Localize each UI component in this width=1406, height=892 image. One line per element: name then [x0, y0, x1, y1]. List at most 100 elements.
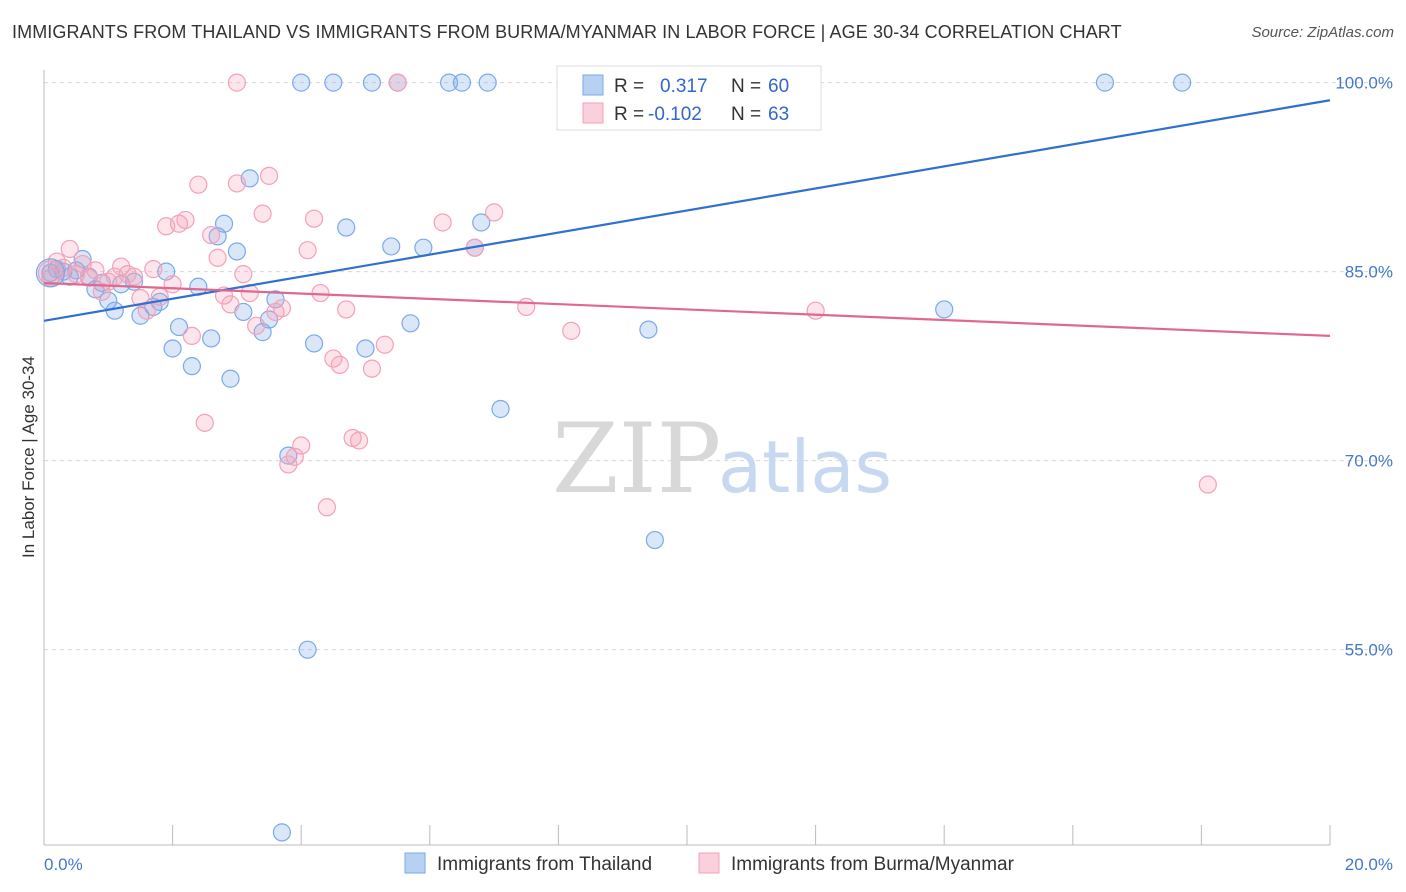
data-point-burma — [189, 175, 208, 194]
data-point-thailand — [452, 73, 472, 92]
data-point-burma — [202, 225, 221, 245]
data-point-burma — [259, 166, 279, 185]
data-point-burma — [485, 203, 504, 222]
data-point-burma — [176, 210, 195, 230]
data-point-burma — [433, 213, 452, 232]
legend-n-label-1: N = — [731, 76, 761, 97]
legend-swatch-thailand — [582, 74, 604, 96]
x-tick-labels: 0.0% 20.0% — [44, 855, 1393, 874]
bottom-legend-swatch-thailand — [404, 852, 426, 874]
grid-lines — [44, 82, 1392, 651]
data-point-burma — [388, 73, 407, 92]
stats-legend: R = 0.317 N = 60 R = -0.102 N = 63 — [556, 65, 822, 131]
data-point-burma — [227, 73, 246, 92]
data-point-thailand — [356, 339, 375, 358]
legend-r-value-2: -0.102 — [648, 104, 702, 125]
chart-title: IMMIGRANTS FROM THAILAND VS IMMIGRANTS F… — [12, 22, 1122, 42]
data-point-thailand — [935, 300, 954, 319]
data-point-thailand — [1173, 73, 1192, 92]
data-point-thailand — [382, 237, 401, 256]
data-point-thailand — [182, 357, 201, 376]
data-point-burma — [337, 300, 356, 319]
x-tick-label: 20.0% — [1345, 855, 1393, 874]
legend-n-value-1: 60 — [768, 76, 789, 97]
data-point-burma — [304, 209, 324, 228]
data-point-thailand — [169, 317, 189, 337]
data-point-thailand — [362, 73, 382, 92]
data-point-thailand — [292, 73, 311, 92]
data-point-burma — [86, 261, 105, 280]
data-point-thailand — [304, 334, 324, 353]
data-point-burma — [562, 321, 581, 340]
data-point-thailand — [163, 339, 182, 358]
data-point-burma — [292, 436, 311, 455]
trend-line-thailand — [43, 99, 1331, 322]
data-point-thailand — [221, 369, 240, 388]
watermark: ZIP atlas — [552, 403, 892, 515]
data-point-burma — [79, 268, 99, 288]
x-tick-label: 0.0% — [44, 855, 83, 874]
data-point-thailand — [401, 314, 420, 333]
data-point-burma — [208, 248, 227, 267]
data-point-burma — [92, 282, 111, 301]
y-tick-label: 55.0% — [1345, 641, 1393, 660]
data-point-thailand — [645, 530, 664, 550]
data-point-burma — [112, 257, 131, 276]
y-tick-label: 100.0% — [1335, 74, 1393, 93]
data-point-burma — [279, 455, 298, 474]
bottom-legend-thailand: Immigrants from Thailand — [437, 854, 652, 875]
watermark-zip: ZIP — [552, 403, 721, 515]
chart-source: Source: ZipAtlas.com — [1251, 24, 1394, 41]
data-point-burma — [1198, 475, 1217, 494]
data-point-burma — [362, 359, 382, 378]
data-point-thailand — [214, 214, 234, 233]
watermark-atlas: atlas — [718, 425, 892, 509]
data-point-burma — [375, 335, 394, 354]
data-point-burma — [517, 297, 536, 317]
data-point-thailand — [478, 73, 497, 92]
data-point-burma — [124, 267, 144, 286]
data-point-burma — [227, 174, 246, 193]
data-point-burma — [317, 498, 337, 517]
legend-r-label-1: R = — [614, 76, 644, 97]
bottom-legend-burma: Immigrants from Burma/Myanmar — [731, 854, 1015, 875]
data-point-burma — [806, 301, 825, 320]
y-tick-labels: 100.0% 85.0% 70.0% 55.0% — [1335, 74, 1393, 660]
data-point-burma — [163, 275, 182, 294]
data-point-burma — [253, 204, 272, 223]
data-point-thailand — [472, 213, 491, 232]
data-point-thailand — [73, 249, 92, 269]
data-point-burma — [272, 299, 292, 318]
data-point-burma — [37, 260, 64, 286]
data-point-burma — [349, 431, 369, 450]
data-point-thailand — [35, 258, 66, 288]
data-point-burma — [221, 295, 240, 314]
data-point-thailand — [491, 399, 510, 419]
series-legend: Immigrants from Thailand Immigrants from… — [404, 852, 1015, 875]
data-point-thailand — [337, 218, 356, 237]
bottom-legend-swatch-burma — [698, 852, 720, 874]
legend-n-label-2: N = — [731, 104, 761, 125]
data-point-burma — [144, 260, 163, 279]
data-point-burma — [182, 326, 201, 345]
data-point-thailand — [639, 320, 658, 339]
axes — [43, 70, 1331, 846]
data-point-thailand — [324, 73, 343, 92]
legend-r-label-2: R = — [614, 104, 644, 125]
data-point-thailand — [272, 823, 292, 842]
data-point-burma — [60, 239, 79, 259]
legend-n-value-2: 63 — [768, 104, 789, 125]
trend-line-burma — [43, 281, 1331, 337]
y-axis-label: In Labor Force | Age 30-34 — [19, 356, 38, 558]
data-point-thailand — [439, 73, 459, 92]
data-point-burma — [195, 413, 214, 432]
data-point-thailand — [1095, 73, 1115, 92]
data-point-burma — [247, 316, 266, 335]
y-tick-label: 70.0% — [1345, 452, 1393, 471]
legend-r-value-1: 0.317 — [660, 76, 708, 97]
data-point-thailand — [227, 242, 246, 261]
data-point-burma — [285, 447, 304, 466]
y-tick-label: 85.0% — [1345, 263, 1393, 282]
data-point-burma — [330, 355, 349, 374]
